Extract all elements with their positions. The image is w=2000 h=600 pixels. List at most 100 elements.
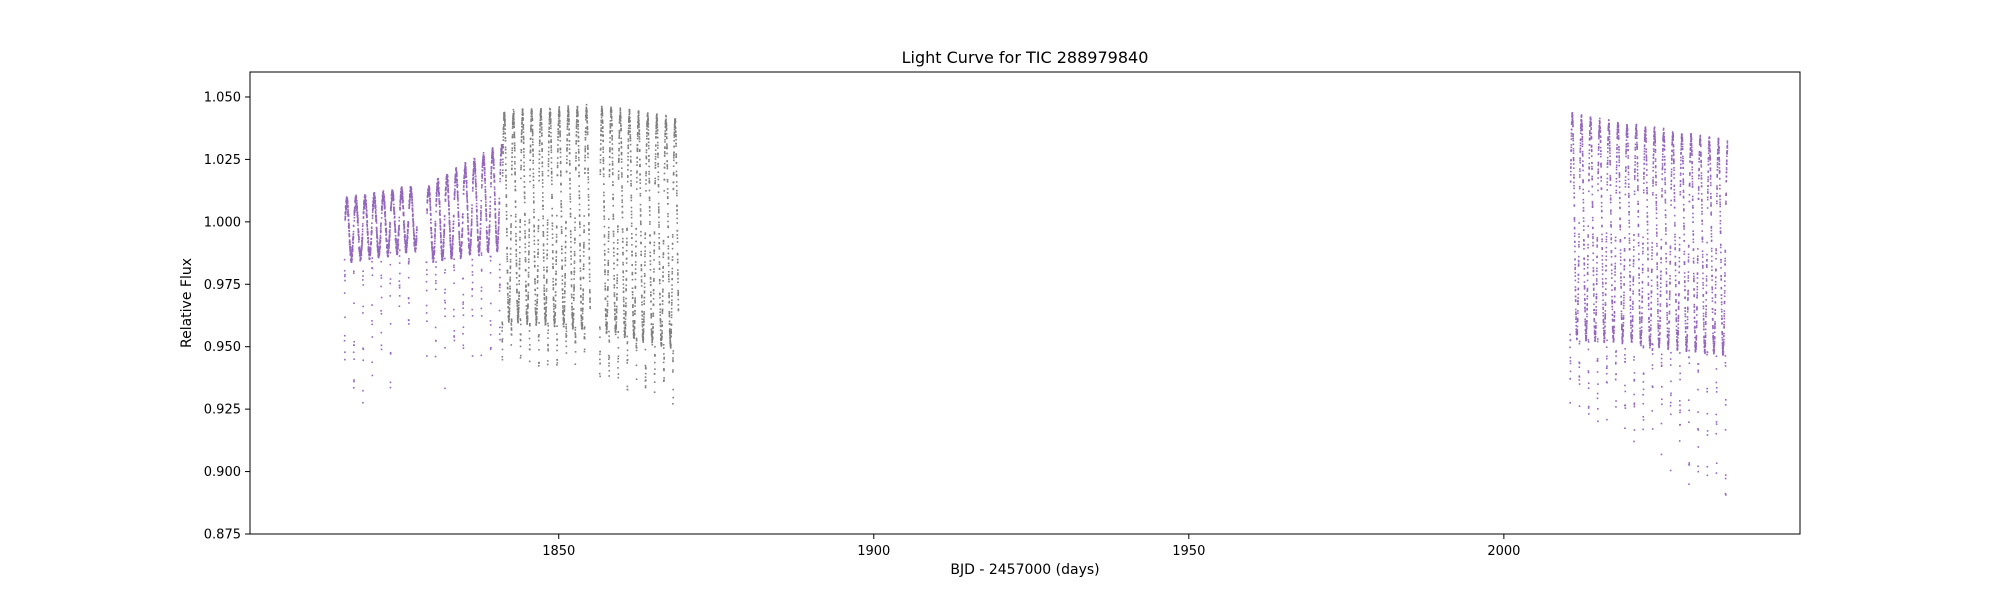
data-point (395, 241, 397, 244)
data-point (456, 179, 459, 182)
data-point (1602, 303, 1604, 306)
data-point (1663, 145, 1666, 148)
data-point (474, 175, 477, 177)
data-point (367, 231, 369, 233)
data-point (1675, 293, 1677, 296)
data-point (1629, 288, 1632, 290)
data-point (411, 192, 413, 195)
data-point (1615, 172, 1618, 175)
data-point (1629, 298, 1632, 301)
data-point (1660, 364, 1663, 367)
data-point (369, 248, 372, 251)
data-point (1571, 114, 1574, 117)
data-point (1615, 355, 1617, 357)
data-point (1668, 298, 1671, 300)
data-point (1585, 337, 1588, 339)
data-point (1638, 300, 1641, 302)
data-point (481, 177, 484, 180)
data-point (451, 257, 453, 260)
data-point (348, 222, 350, 225)
data-point (1604, 321, 1606, 324)
data-point (1595, 295, 1598, 298)
data-point (403, 238, 406, 241)
data-point (396, 251, 399, 254)
data-point (1601, 216, 1603, 219)
data-point (1645, 163, 1648, 166)
data-point (1591, 177, 1593, 180)
data-point (1667, 337, 1670, 340)
data-point (1603, 329, 1606, 332)
data-point (1642, 393, 1644, 396)
data-point (399, 199, 402, 202)
data-point (1601, 285, 1604, 288)
data-point (462, 186, 465, 188)
data-point (1606, 151, 1609, 153)
data-point (1660, 270, 1662, 273)
data-point (380, 225, 382, 227)
data-point (385, 228, 387, 231)
data-point (473, 158, 476, 160)
data-point (491, 159, 493, 162)
data-point (355, 196, 358, 199)
data-point (411, 196, 413, 199)
data-point (380, 223, 382, 226)
data-point (1634, 157, 1636, 160)
data-point (1643, 172, 1645, 175)
data-point (1579, 142, 1582, 144)
data-point (1627, 178, 1630, 181)
data-point (1654, 149, 1657, 152)
data-point (480, 254, 483, 256)
data-point (403, 231, 406, 233)
data-point (1625, 166, 1627, 168)
data-point (448, 201, 450, 204)
data-point (484, 177, 486, 180)
data-point (1610, 226, 1612, 228)
data-point (476, 216, 478, 218)
data-point (1649, 341, 1652, 344)
data-point (389, 263, 392, 266)
data-point (1611, 305, 1614, 308)
data-point (354, 209, 356, 212)
data-point (362, 389, 364, 392)
data-point (1655, 171, 1657, 174)
data-point (1655, 184, 1657, 186)
data-point (1620, 315, 1623, 317)
data-point (1586, 307, 1588, 310)
data-point (1591, 204, 1594, 206)
data-point (1600, 201, 1603, 204)
data-point (443, 257, 446, 260)
data-point (444, 346, 446, 349)
data-point (463, 180, 466, 183)
data-point (431, 249, 434, 252)
data-point (479, 241, 481, 243)
data-point (1590, 148, 1593, 151)
data-point (408, 206, 411, 209)
data-point (1678, 260, 1681, 263)
data-point (1652, 162, 1655, 165)
data-point (369, 252, 372, 254)
data-point (497, 238, 500, 240)
data-point (1584, 309, 1586, 311)
data-point (1670, 179, 1673, 182)
data-point (433, 251, 436, 254)
data-point (459, 256, 462, 259)
data-point (485, 219, 488, 222)
data-point (397, 232, 400, 234)
data-point (1585, 334, 1588, 337)
data-point (355, 204, 358, 206)
data-point (1664, 162, 1666, 165)
data-point (394, 234, 397, 237)
data-point (1634, 170, 1636, 172)
data-point (1643, 171, 1645, 174)
data-point (1606, 189, 1608, 191)
data-point (430, 222, 432, 224)
data-point (434, 233, 436, 235)
data-point (1655, 217, 1658, 220)
data-point (1656, 275, 1659, 278)
data-point (1651, 367, 1654, 370)
data-point (352, 272, 355, 274)
data-point (1581, 136, 1584, 139)
data-point (1669, 247, 1672, 249)
data-point (1652, 148, 1655, 150)
data-point (1577, 260, 1580, 263)
